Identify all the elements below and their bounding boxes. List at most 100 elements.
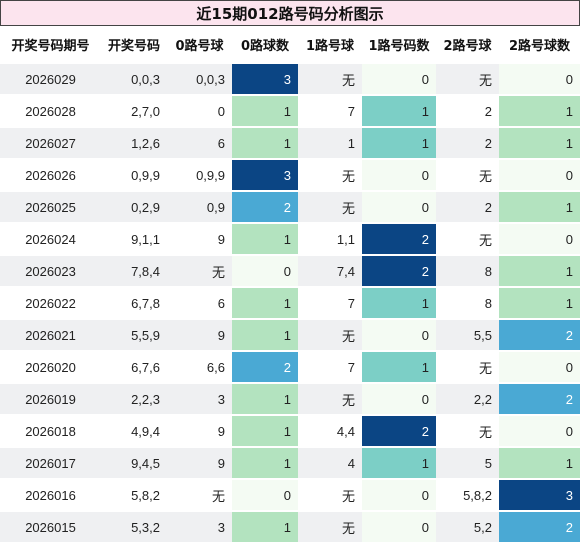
draw-numbers-cell: 9,4,5 — [101, 447, 167, 479]
route0-balls-cell: 9 — [167, 223, 232, 255]
route1-balls-cell: 1,1 — [298, 223, 362, 255]
table-title: 近15期012路号码分析图示 — [0, 0, 580, 26]
route2-count-cell: 0 — [499, 63, 580, 95]
header-route2-balls: 2路号球 — [436, 26, 499, 63]
table-row: 2026026 0,9,9 0,9,9 3 无 0 无 0 — [0, 159, 580, 191]
route2-balls-cell: 2 — [436, 95, 499, 127]
route2-count-cell: 1 — [499, 127, 580, 159]
period-cell: 2026021 — [0, 319, 101, 351]
route1-balls-cell: 无 — [298, 511, 362, 542]
route1-count-cell: 0 — [362, 159, 436, 191]
table-row: 2026027 1,2,6 6 1 1 1 2 1 — [0, 127, 580, 159]
header-draw-numbers: 开奖号码 — [101, 26, 167, 63]
route2-count-cell: 2 — [499, 383, 580, 415]
route1-balls-cell: 无 — [298, 319, 362, 351]
table-row: 2026025 0,2,9 0,9 2 无 0 2 1 — [0, 191, 580, 223]
route0-count-cell: 2 — [232, 351, 298, 383]
draw-numbers-cell: 0,2,9 — [101, 191, 167, 223]
route1-count-cell: 2 — [362, 415, 436, 447]
route0-balls-cell: 9 — [167, 319, 232, 351]
draw-numbers-cell: 9,1,1 — [101, 223, 167, 255]
period-cell: 2026022 — [0, 287, 101, 319]
period-cell: 2026023 — [0, 255, 101, 287]
route2-balls-cell: 无 — [436, 223, 499, 255]
draw-numbers-cell: 2,7,0 — [101, 95, 167, 127]
header-route0-balls: 0路号球 — [167, 26, 232, 63]
route0-count-cell: 2 — [232, 191, 298, 223]
table-row: 2026021 5,5,9 9 1 无 0 5,5 2 — [0, 319, 580, 351]
period-cell: 2026016 — [0, 479, 101, 511]
header-route2-count: 2路号球数 — [499, 26, 580, 63]
period-cell: 2026020 — [0, 351, 101, 383]
route1-balls-cell: 无 — [298, 479, 362, 511]
route1-count-cell: 0 — [362, 383, 436, 415]
route0-balls-cell: 6,6 — [167, 351, 232, 383]
period-cell: 2026029 — [0, 63, 101, 95]
route2-count-cell: 1 — [499, 191, 580, 223]
route2-balls-cell: 无 — [436, 351, 499, 383]
route0-count-cell: 1 — [232, 287, 298, 319]
route2-balls-cell: 8 — [436, 287, 499, 319]
route0-balls-cell: 6 — [167, 127, 232, 159]
route2-balls-cell: 8 — [436, 255, 499, 287]
route0-balls-cell: 无 — [167, 255, 232, 287]
route1-count-cell: 0 — [362, 511, 436, 542]
route0-count-cell: 3 — [232, 159, 298, 191]
route2-count-cell: 3 — [499, 479, 580, 511]
route2-count-cell: 1 — [499, 287, 580, 319]
route0-balls-cell: 3 — [167, 511, 232, 542]
table-row: 2026029 0,0,3 0,0,3 3 无 0 无 0 — [0, 63, 580, 95]
route2-balls-cell: 5 — [436, 447, 499, 479]
route2-balls-cell: 2 — [436, 191, 499, 223]
route1-balls-cell: 无 — [298, 383, 362, 415]
route2-count-cell: 2 — [499, 319, 580, 351]
route2-balls-cell: 无 — [436, 63, 499, 95]
route2-balls-cell: 无 — [436, 415, 499, 447]
route2-count-cell: 1 — [499, 95, 580, 127]
route1-count-cell: 1 — [362, 447, 436, 479]
period-cell: 2026028 — [0, 95, 101, 127]
route2-count-cell: 0 — [499, 159, 580, 191]
route1-balls-cell: 1 — [298, 127, 362, 159]
route0-count-cell: 1 — [232, 447, 298, 479]
route1-count-cell: 1 — [362, 95, 436, 127]
route0-count-cell: 1 — [232, 223, 298, 255]
table-row: 2026024 9,1,1 9 1 1,1 2 无 0 — [0, 223, 580, 255]
table-body: 2026029 0,0,3 0,0,3 3 无 0 无 0 2026028 2,7,0 0 1 7 1 2 1… — [0, 63, 580, 542]
route0-count-cell: 0 — [232, 479, 298, 511]
route1-balls-cell: 无 — [298, 159, 362, 191]
route0-count-cell: 1 — [232, 415, 298, 447]
table-row: 2026020 6,7,6 6,6 2 7 1 无 0 — [0, 351, 580, 383]
route0-balls-cell: 3 — [167, 383, 232, 415]
route1-balls-cell: 7,4 — [298, 255, 362, 287]
route2-balls-cell: 5,5 — [436, 319, 499, 351]
draw-numbers-cell: 6,7,8 — [101, 287, 167, 319]
table-row: 2026023 7,8,4 无 0 7,4 2 8 1 — [0, 255, 580, 287]
route2-balls-cell: 5,8,2 — [436, 479, 499, 511]
route1-balls-cell: 4,4 — [298, 415, 362, 447]
period-cell: 2026024 — [0, 223, 101, 255]
route1-count-cell: 1 — [362, 351, 436, 383]
header-period: 开奖号码期号 — [0, 26, 101, 63]
header-row: 开奖号码期号 开奖号码 0路号球 0路球数 1路号球 1路号码数 2路号球 2路… — [0, 26, 580, 63]
route2-balls-cell: 5,2 — [436, 511, 499, 542]
route1-count-cell: 2 — [362, 223, 436, 255]
draw-numbers-cell: 5,8,2 — [101, 479, 167, 511]
route1-count-cell: 0 — [362, 479, 436, 511]
route1-balls-cell: 无 — [298, 191, 362, 223]
route0-balls-cell: 0 — [167, 95, 232, 127]
route2-balls-cell: 2 — [436, 127, 499, 159]
route0-count-cell: 1 — [232, 383, 298, 415]
route0-balls-cell: 0,0,3 — [167, 63, 232, 95]
header-route1-count: 1路号码数 — [362, 26, 436, 63]
route1-count-cell: 0 — [362, 319, 436, 351]
table-row: 2026016 5,8,2 无 0 无 0 5,8,2 3 — [0, 479, 580, 511]
period-cell: 2026025 — [0, 191, 101, 223]
draw-numbers-cell: 5,3,2 — [101, 511, 167, 542]
route1-balls-cell: 7 — [298, 287, 362, 319]
route0-count-cell: 0 — [232, 255, 298, 287]
route1-count-cell: 1 — [362, 287, 436, 319]
table-row: 2026022 6,7,8 6 1 7 1 8 1 — [0, 287, 580, 319]
route2-count-cell: 0 — [499, 351, 580, 383]
